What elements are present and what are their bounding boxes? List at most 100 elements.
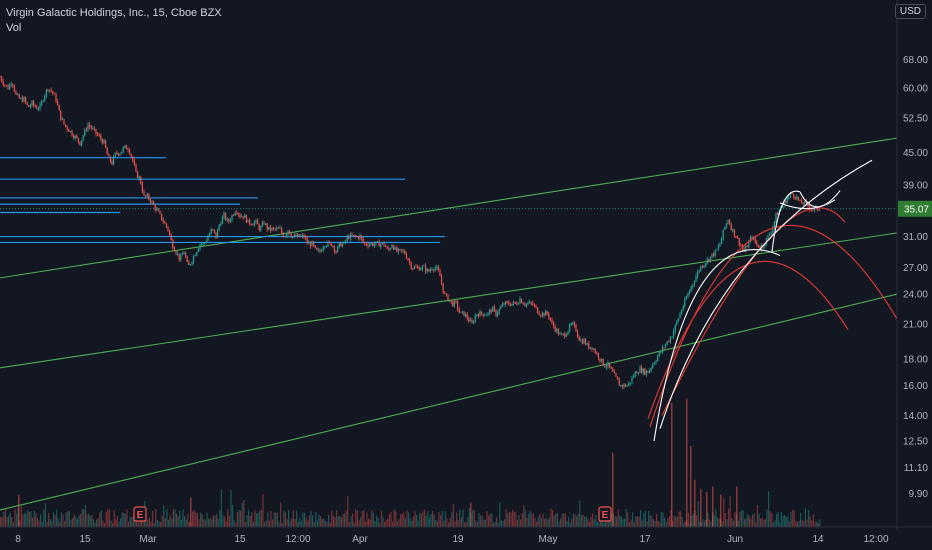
candle-body bbox=[28, 105, 30, 107]
white-arc[interactable] bbox=[659, 159, 873, 429]
volume-bar bbox=[4, 509, 6, 527]
volume-bar bbox=[636, 516, 638, 527]
earnings-marker[interactable]: E bbox=[133, 506, 147, 522]
red-arc[interactable] bbox=[649, 224, 898, 428]
candle-body bbox=[695, 276, 697, 282]
volume-bar bbox=[608, 521, 610, 527]
candle-body bbox=[173, 248, 175, 252]
volume-bar bbox=[75, 516, 77, 527]
volume-bar bbox=[635, 516, 637, 527]
green-trendline[interactable] bbox=[0, 293, 898, 511]
volume-bar bbox=[481, 516, 483, 527]
candle-body bbox=[407, 258, 409, 261]
last-price-badge: 35.07 bbox=[898, 200, 932, 217]
candle-body bbox=[500, 306, 502, 309]
candle-body bbox=[109, 156, 111, 162]
volume-bar bbox=[465, 522, 467, 527]
volume-bar bbox=[468, 507, 470, 527]
volume-bar bbox=[164, 517, 166, 527]
currency-badge[interactable]: USD bbox=[894, 4, 926, 19]
volume-bar bbox=[548, 517, 550, 527]
candle-body bbox=[804, 201, 806, 205]
candle-body bbox=[663, 347, 665, 349]
arc-drawings[interactable] bbox=[647, 159, 898, 442]
candle-body bbox=[209, 233, 211, 237]
candle-body bbox=[41, 101, 43, 105]
volume-bar bbox=[638, 516, 640, 527]
volume-bar bbox=[523, 505, 525, 527]
volume-bar bbox=[812, 514, 814, 527]
volume-spike bbox=[700, 489, 702, 527]
candle-body bbox=[791, 193, 793, 195]
volume-bar bbox=[348, 522, 350, 527]
white-arc[interactable] bbox=[779, 199, 836, 210]
candle-body bbox=[119, 154, 121, 155]
volume-bar bbox=[588, 521, 590, 527]
volume-label[interactable]: Vol bbox=[6, 22, 22, 34]
volume-bar bbox=[816, 521, 818, 527]
candle-body bbox=[421, 266, 423, 269]
horizontal-levels[interactable] bbox=[0, 157, 897, 244]
candle-body bbox=[181, 254, 183, 256]
candle-body bbox=[117, 153, 119, 155]
y-tick-label: 18.00 bbox=[903, 354, 928, 365]
volume-bar bbox=[553, 515, 555, 527]
volume-bar bbox=[662, 512, 664, 527]
candle-body bbox=[319, 249, 321, 252]
volume-bar bbox=[731, 517, 733, 527]
time-axis[interactable]: 8 15 Mar 15 12:00 Apr 19 May 17 Jun 14 12:00 bbox=[15, 534, 889, 545]
candle-body bbox=[90, 126, 92, 129]
volume-bar bbox=[457, 520, 459, 527]
candle-body bbox=[692, 284, 694, 287]
volume-bar bbox=[192, 511, 194, 527]
white-arc[interactable] bbox=[771, 190, 801, 252]
candle-body bbox=[212, 229, 214, 231]
candle-body bbox=[413, 266, 415, 269]
green-trendline[interactable] bbox=[0, 137, 898, 279]
candle-body bbox=[311, 241, 313, 247]
candle-body bbox=[324, 246, 326, 248]
volume-bar bbox=[278, 522, 280, 527]
candle-body bbox=[477, 314, 479, 317]
candle-body bbox=[100, 135, 102, 140]
volume-bar bbox=[56, 509, 58, 527]
volume-bar bbox=[12, 522, 14, 527]
candle-body bbox=[618, 379, 620, 386]
candle-body bbox=[604, 365, 606, 368]
volume-bar bbox=[529, 511, 531, 527]
white-arc[interactable] bbox=[653, 249, 781, 442]
volume-bar bbox=[660, 512, 662, 527]
candle-body bbox=[777, 213, 779, 215]
volume-bar bbox=[9, 512, 11, 527]
volume-bar bbox=[409, 518, 411, 527]
volume-bar bbox=[300, 521, 302, 527]
candle-body bbox=[300, 235, 302, 237]
candle-body bbox=[322, 247, 324, 251]
earnings-marker-box bbox=[598, 506, 612, 522]
volume-bar bbox=[145, 519, 147, 527]
volume-bar bbox=[185, 519, 187, 527]
volume-bar bbox=[243, 500, 245, 527]
candle-body bbox=[9, 84, 11, 90]
volume-bar bbox=[625, 509, 627, 527]
candle-body bbox=[442, 283, 444, 293]
candle-body bbox=[689, 290, 691, 294]
volume-bar bbox=[436, 521, 438, 527]
earnings-marker[interactable]: E bbox=[598, 506, 612, 522]
candle-body bbox=[444, 292, 446, 294]
volume-bar bbox=[137, 522, 139, 527]
volume-bar bbox=[377, 518, 379, 527]
x-tick-label: 15 bbox=[234, 534, 246, 545]
volume-bar bbox=[428, 517, 430, 527]
volume-bar bbox=[59, 521, 61, 527]
candle-body bbox=[21, 97, 23, 102]
symbol-title[interactable]: Virgin Galactic Holdings, Inc., 15, Cboe… bbox=[6, 7, 222, 19]
candle-body bbox=[223, 213, 225, 218]
volume-bar bbox=[14, 509, 16, 527]
candle-body bbox=[797, 196, 799, 201]
volume-bar bbox=[62, 514, 64, 527]
red-arc[interactable] bbox=[647, 260, 849, 419]
volume-bar bbox=[46, 521, 48, 527]
